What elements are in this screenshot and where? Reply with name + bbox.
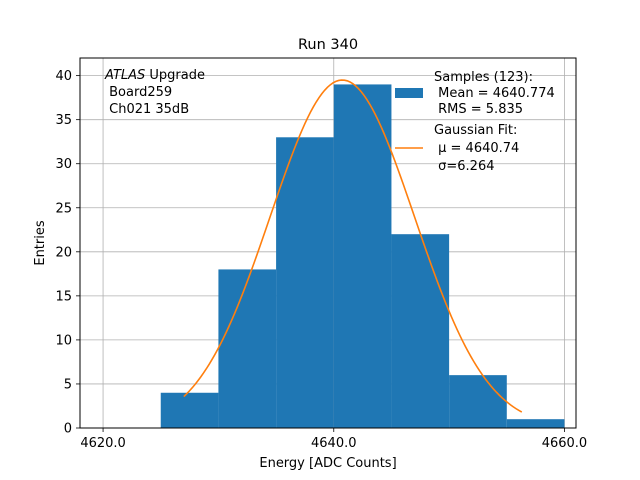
annotation-atlas: ATLAS bbox=[104, 68, 145, 83]
histogram-bar bbox=[218, 269, 277, 428]
y-tick-label: 10 bbox=[55, 333, 72, 348]
histogram-bar bbox=[276, 137, 334, 429]
legend: Samples (123): Mean = 4640.774 RMS = 5.8… bbox=[395, 70, 555, 174]
y-tick-label: 25 bbox=[55, 201, 72, 216]
legend-samples-mean: Mean = 4640.774 bbox=[434, 86, 555, 101]
x-axis-ticks: 4620.0 4640.0 4660.0 bbox=[80, 428, 587, 451]
annotation-channel: Ch021 35dB bbox=[105, 102, 189, 117]
y-tick-label: 20 bbox=[55, 245, 72, 260]
y-tick-label: 40 bbox=[55, 69, 72, 84]
legend-fit-title: Gaussian Fit: bbox=[434, 123, 517, 138]
x-tick-label: 4620.0 bbox=[80, 436, 126, 451]
y-tick-label: 5 bbox=[64, 377, 72, 392]
chart-title: Run 340 bbox=[298, 37, 358, 53]
histogram-bar bbox=[506, 419, 565, 428]
x-axis-label: Energy [ADC Counts] bbox=[259, 456, 396, 471]
annotation-board: Board259 bbox=[105, 85, 172, 100]
x-tick-label: 4640.0 bbox=[311, 436, 357, 451]
y-tick-label: 0 bbox=[64, 422, 72, 437]
y-tick-label: 35 bbox=[55, 113, 72, 128]
y-tick-label: 15 bbox=[55, 289, 72, 304]
histogram-bar bbox=[391, 234, 450, 428]
x-tick-label: 4660.0 bbox=[542, 436, 588, 451]
atlas-annotation: ATLAS Upgrade Board259 Ch021 35dB bbox=[104, 68, 205, 117]
legend-samples-title: Samples (123): bbox=[434, 70, 533, 85]
histogram-bars bbox=[160, 84, 565, 429]
legend-fit-sigma: σ=6.264 bbox=[434, 159, 494, 174]
annotation-line-1: ATLAS Upgrade bbox=[104, 68, 205, 83]
annotation-upgrade: Upgrade bbox=[145, 68, 205, 83]
legend-fit-mu: μ = 4640.74 bbox=[434, 141, 519, 156]
y-axis-label: Entries bbox=[33, 220, 48, 266]
histogram-bar bbox=[449, 375, 507, 428]
histogram-bar bbox=[333, 84, 392, 428]
y-axis-ticks: 0 5 10 15 20 25 30 35 40 bbox=[55, 69, 80, 437]
legend-samples-rms: RMS = 5.835 bbox=[434, 102, 523, 117]
y-tick-label: 30 bbox=[55, 157, 72, 172]
gaussian-fit-curve bbox=[183, 79, 523, 413]
histogram-bar bbox=[160, 392, 219, 428]
legend-samples-patch bbox=[395, 88, 423, 98]
plot-frame bbox=[79, 57, 577, 429]
